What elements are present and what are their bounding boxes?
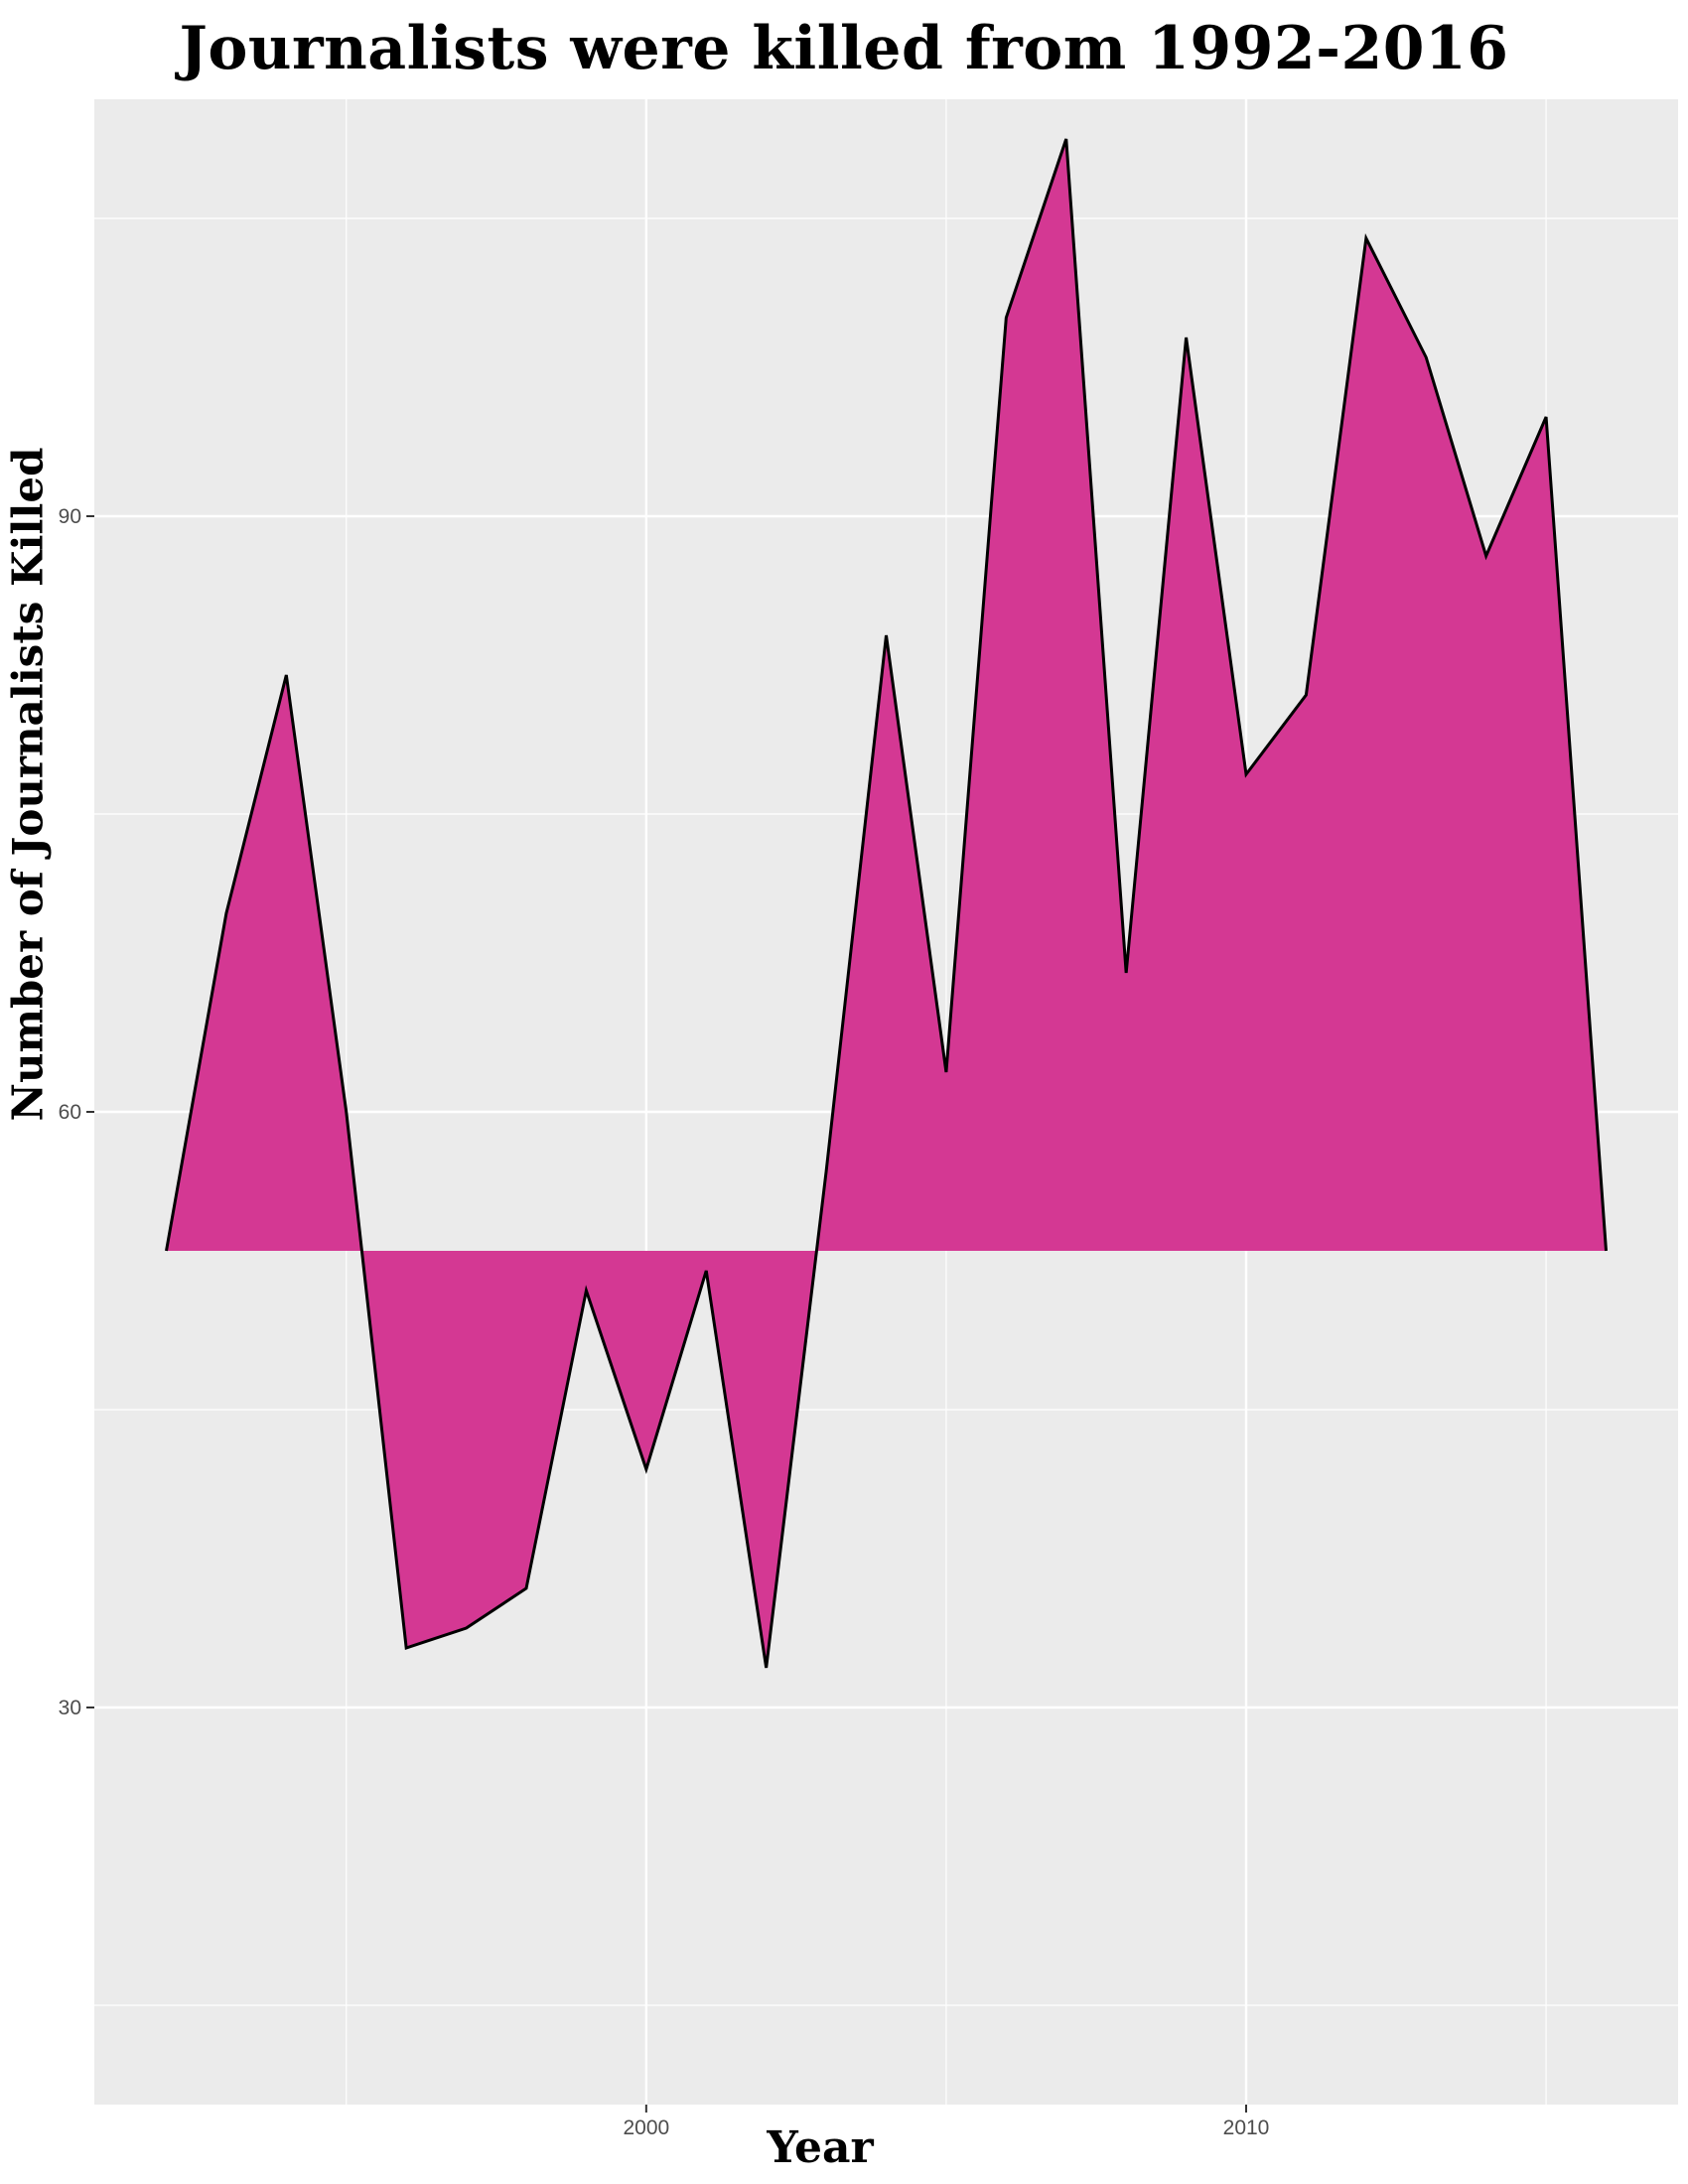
area-fill bbox=[166, 139, 1607, 1668]
chart-title: Journalists were killed from 1992-2016 bbox=[179, 14, 1509, 83]
x-axis-label: Year bbox=[767, 2122, 874, 2173]
tick-labels: 30 60 90 2000 2010 bbox=[59, 505, 1270, 2139]
axis-ticks bbox=[86, 515, 1247, 2113]
y-tick-label: 30 bbox=[59, 1697, 81, 1719]
area-series bbox=[165, 138, 1608, 1669]
y-axis-label: Number of Journalists Killed bbox=[3, 447, 53, 1122]
y-tick-label: 90 bbox=[59, 505, 81, 528]
series-line bbox=[165, 138, 1608, 1669]
x-tick-label: 2010 bbox=[1223, 2116, 1270, 2139]
x-tick-label: 2000 bbox=[623, 2116, 669, 2139]
y-tick-label: 60 bbox=[59, 1101, 81, 1124]
